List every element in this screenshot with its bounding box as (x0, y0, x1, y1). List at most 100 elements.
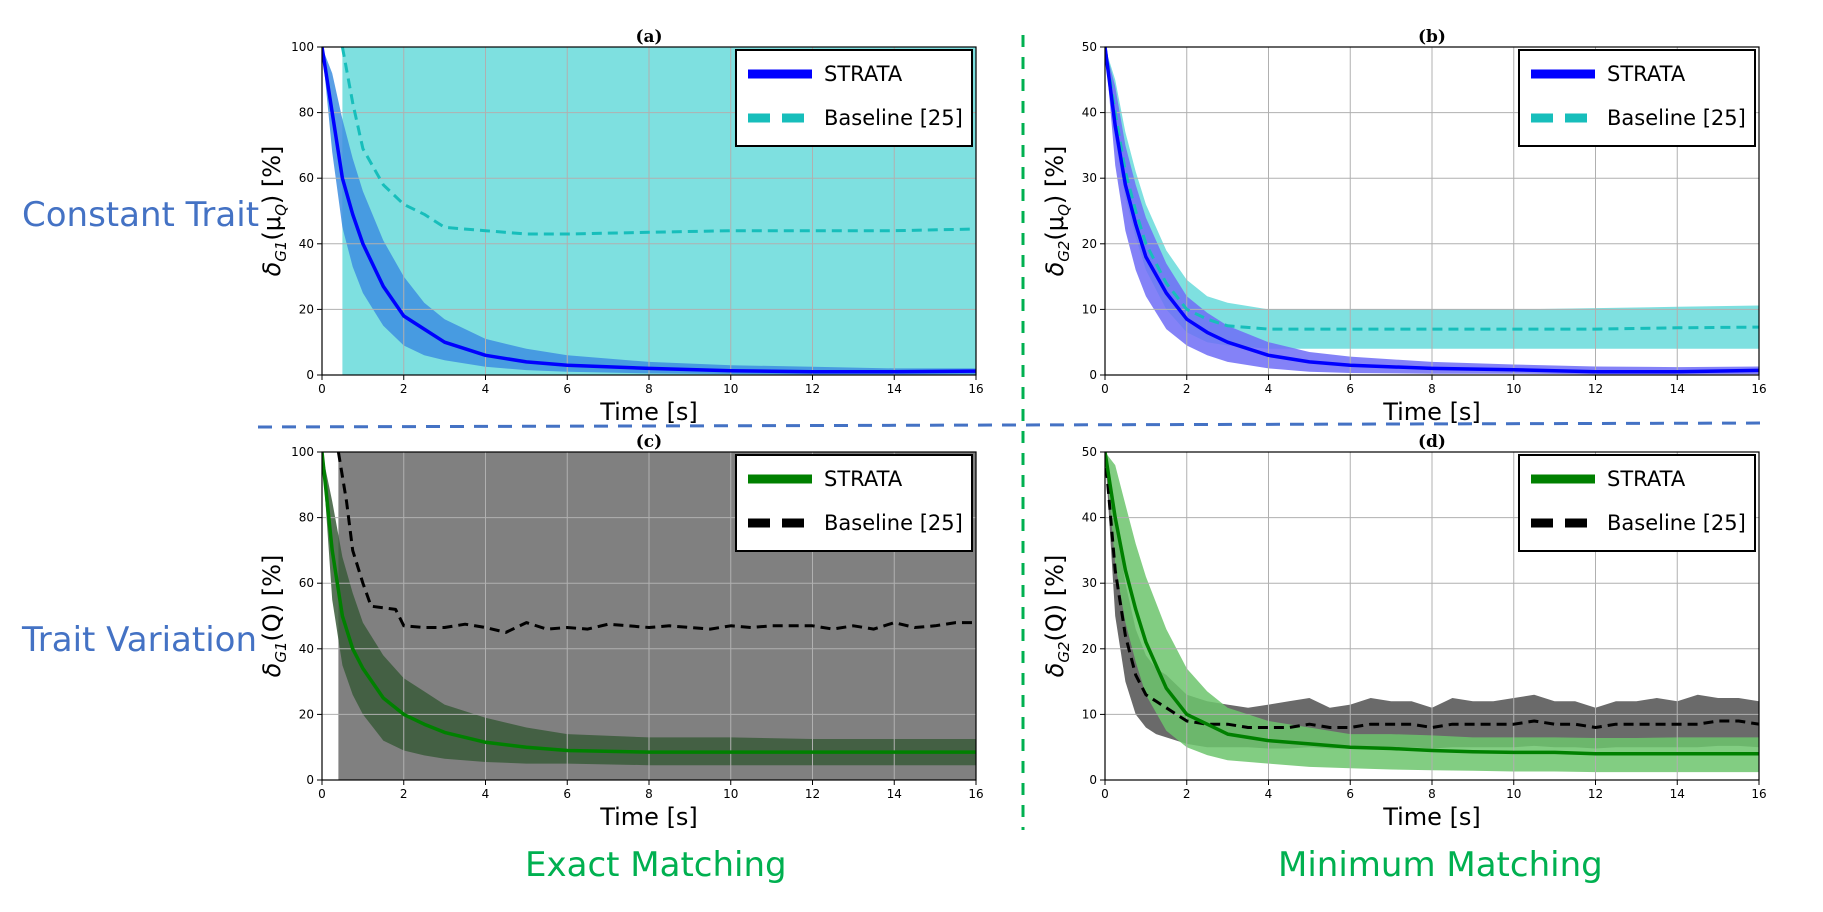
y-tick-label: 20 (299, 302, 314, 316)
x-axis-label: Time [s] (599, 803, 698, 831)
series-line-baseline (1105, 47, 1759, 331)
x-tick-label: 16 (968, 382, 983, 396)
legend-box (1518, 454, 1756, 552)
y-tick-label: 0 (1089, 773, 1097, 787)
y-axis-label: δG1(Q) [%] (258, 555, 290, 678)
x-tick-label: 8 (1428, 382, 1436, 396)
series-line-baseline (1105, 452, 1759, 729)
x-tick-label: 16 (968, 787, 983, 801)
series-line-strata (1105, 452, 1759, 756)
chart-panel-a: 0 2 4 6 8 10 12 14 16 0 20 40 60 80 100 (a) Time [s] δG1(… (258, 27, 984, 426)
series-line-strata (322, 47, 976, 374)
x-tick-label: 2 (1183, 382, 1191, 396)
x-tick-label: 8 (1428, 787, 1436, 801)
legend-label-strata: STRATA (824, 467, 903, 491)
x-tick-label: 16 (1751, 382, 1766, 396)
row-label-trait-variation: Trait Variation (22, 620, 258, 660)
y-tick-label: 40 (299, 642, 314, 656)
chart-title: (a) (635, 27, 662, 47)
legend-label-baseline: Baseline [25] (824, 511, 963, 535)
legend: STRATA Baseline [25] (735, 454, 973, 552)
col-label-exact-matching: Exact Matching (525, 845, 787, 885)
x-tick-label: 6 (563, 382, 571, 396)
band-strata (322, 452, 976, 766)
x-tick-label: 12 (805, 382, 820, 396)
series-line-strata (1105, 47, 1759, 374)
x-tick-label: 0 (318, 382, 326, 396)
x-tick-label: 4 (482, 382, 490, 396)
y-tick-label: 20 (1082, 642, 1097, 656)
legend-label-strata: STRATA (1607, 467, 1686, 491)
x-tick-label: 4 (1265, 787, 1273, 801)
x-tick-label: 12 (1588, 382, 1603, 396)
y-tick-label: 40 (1082, 511, 1097, 525)
series-line-baseline (340, 47, 976, 236)
x-tick-label: 6 (1346, 787, 1354, 801)
y-tick-label: 100 (291, 40, 314, 54)
y-axis-label: δG2(Q) [%] (1041, 555, 1073, 678)
col-label-minimum-matching: Minimum Matching (1278, 845, 1603, 885)
y-tick-label: 50 (1082, 445, 1097, 459)
legend-label-baseline: Baseline [25] (1607, 106, 1746, 130)
x-axis-label: Time [s] (1382, 803, 1481, 831)
y-tick-label: 0 (306, 368, 314, 382)
x-tick-label: 2 (400, 382, 408, 396)
chart-title: (c) (636, 432, 662, 452)
x-tick-label: 10 (1506, 787, 1521, 801)
x-axis-label: Time [s] (1382, 398, 1481, 426)
y-tick-label: 10 (1082, 707, 1097, 721)
x-tick-label: 0 (1101, 787, 1109, 801)
series-line-strata (322, 452, 976, 754)
legend-label-strata: STRATA (824, 62, 903, 86)
legend-label-baseline: Baseline [25] (1607, 511, 1746, 535)
x-tick-label: 10 (723, 787, 738, 801)
y-tick-label: 100 (291, 445, 314, 459)
x-tick-label: 6 (563, 787, 571, 801)
y-tick-label: 10 (1082, 302, 1097, 316)
x-axis-label: Time [s] (599, 398, 698, 426)
y-tick-label: 40 (1082, 106, 1097, 120)
chart-title: (b) (1418, 27, 1446, 47)
x-tick-label: 8 (645, 382, 653, 396)
x-tick-label: 16 (1751, 787, 1766, 801)
x-tick-label: 4 (1265, 382, 1273, 396)
x-tick-label: 14 (887, 382, 902, 396)
y-tick-label: 20 (299, 707, 314, 721)
y-tick-label: 0 (306, 773, 314, 787)
x-tick-label: 2 (400, 787, 408, 801)
chart-title: (d) (1418, 432, 1446, 452)
y-tick-label: 40 (299, 237, 314, 251)
y-tick-label: 80 (299, 106, 314, 120)
y-tick-label: 0 (1089, 368, 1097, 382)
x-tick-label: 6 (1346, 382, 1354, 396)
series-line-baseline (336, 452, 976, 634)
y-tick-label: 30 (1082, 576, 1097, 590)
x-tick-label: 14 (1670, 382, 1685, 396)
x-tick-label: 0 (1101, 382, 1109, 396)
legend-box (735, 49, 973, 147)
y-tick-label: 20 (1082, 237, 1097, 251)
x-tick-label: 14 (1670, 787, 1685, 801)
x-tick-label: 12 (805, 787, 820, 801)
x-tick-label: 14 (887, 787, 902, 801)
chart-panel-b: 0 2 4 6 8 10 12 14 16 0 10 20 30 40 50 (b) Time [s] δG2(μ… (1041, 27, 1767, 426)
x-tick-label: 10 (723, 382, 738, 396)
x-tick-label: 12 (1588, 787, 1603, 801)
x-tick-label: 10 (1506, 382, 1521, 396)
legend-box (735, 454, 973, 552)
y-axis-label: δG1(μQ) [%] (258, 146, 290, 277)
y-tick-label: 50 (1082, 40, 1097, 54)
legend-label-strata: STRATA (1607, 62, 1686, 86)
y-tick-label: 80 (299, 511, 314, 525)
y-tick-label: 60 (299, 171, 314, 185)
band-baseline (1105, 47, 1759, 349)
legend: STRATA Baseline [25] (735, 49, 973, 147)
horizontal-divider (257, 421, 1771, 429)
x-tick-label: 8 (645, 787, 653, 801)
chart-panel-d: 0 2 4 6 8 10 12 14 16 0 10 20 30 40 50 (d) Time [s] δG2(Q… (1041, 432, 1767, 831)
y-axis-label: δG2(μQ) [%] (1041, 146, 1073, 277)
row-label-constant-trait: Constant Trait (22, 195, 260, 235)
y-tick-label: 60 (299, 576, 314, 590)
